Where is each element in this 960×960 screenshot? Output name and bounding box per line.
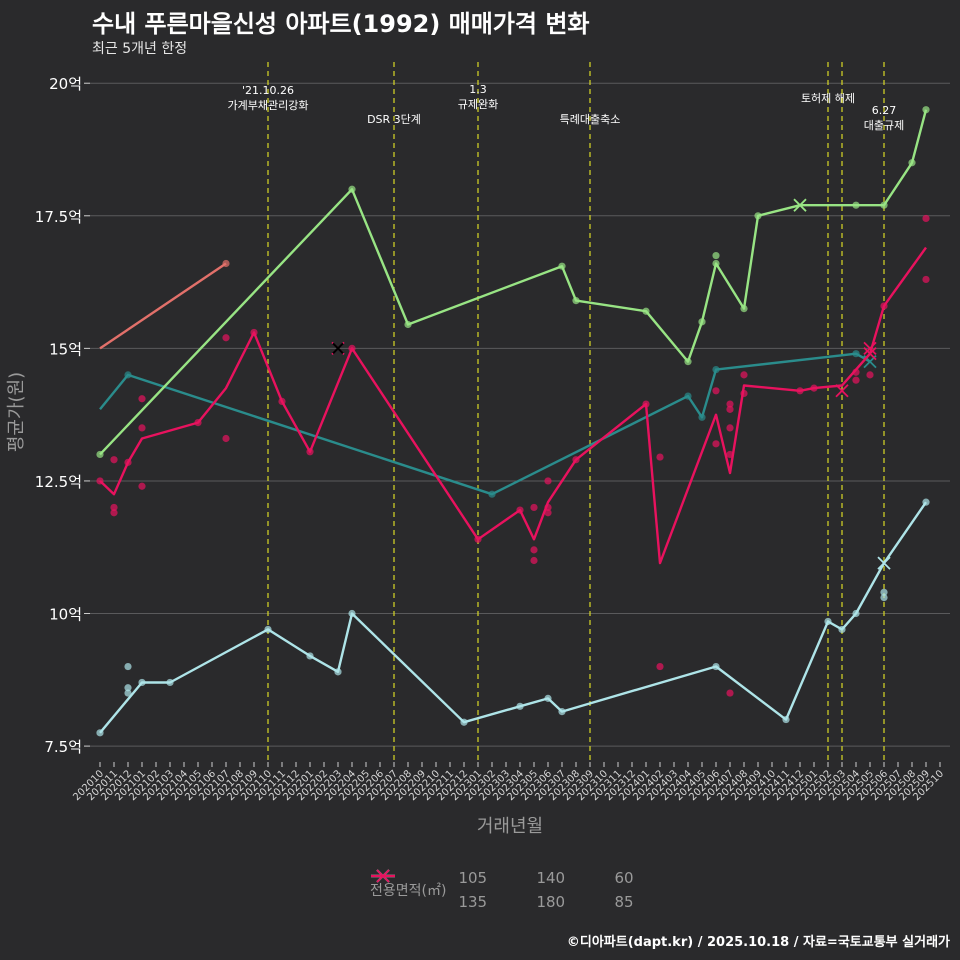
data-point — [222, 434, 230, 443]
axes: 7.5억10억12.5억15억17.5억20억20201020201120201… — [6, 75, 946, 837]
legend-item-60: 60 — [371, 866, 692, 890]
legend-item-135: 135 — [371, 869, 536, 914]
series-line — [99, 262, 227, 350]
y-tick-label: 7.5억 — [44, 738, 82, 756]
chart-title: 수내 푸른마을신성 아파트(1992) 매매가격 변화 — [92, 10, 590, 38]
gridlines — [90, 82, 950, 747]
data-point — [530, 546, 538, 554]
data-point — [110, 456, 118, 464]
data-point — [544, 509, 552, 517]
data-point — [922, 275, 930, 284]
y-tick-label: 20억 — [49, 75, 82, 93]
series-line — [99, 501, 927, 734]
cross-stroke — [835, 384, 849, 398]
chart-subtitle: 최근 5개년 한정 — [92, 41, 188, 57]
legend-item-140: 140 — [371, 866, 614, 890]
event-label: 6.27 — [872, 104, 897, 117]
data-point — [726, 689, 734, 697]
legend-item-85: 85 — [371, 869, 692, 914]
event-label: DSR 3단계 — [367, 113, 421, 126]
data-point — [530, 503, 538, 512]
data-point — [712, 251, 720, 260]
data-point — [852, 376, 860, 384]
series-60 — [96, 498, 930, 737]
data-point — [866, 371, 874, 379]
cross-marker — [863, 341, 877, 356]
x-axis-title: 거래년월 — [477, 816, 543, 837]
legend-entries: 105 140 60 135 180 85 — [371, 866, 692, 914]
cross-marker-dark — [332, 342, 344, 355]
cross-stroke — [863, 341, 877, 356]
event-label: 가계부채관리강화 — [228, 99, 309, 112]
cross-marker — [877, 556, 891, 570]
series-line — [99, 246, 927, 565]
data-point — [922, 214, 930, 223]
series-layer — [96, 106, 930, 737]
data-point — [110, 503, 118, 512]
series-line — [99, 109, 928, 456]
data-point — [740, 371, 748, 379]
cross-stroke — [793, 198, 807, 212]
cross-stroke — [877, 556, 891, 570]
legend-label: 60 — [614, 869, 634, 887]
data-point — [124, 684, 132, 692]
event-label: 특례대출축소 — [560, 113, 621, 126]
data-point — [726, 424, 734, 432]
data-point — [880, 588, 888, 596]
legend-label: 85 — [614, 893, 634, 911]
event-label: 토허제 해제 — [801, 91, 855, 105]
data-point — [138, 424, 146, 432]
data-point — [124, 662, 132, 671]
event-label: 1.3 — [469, 83, 487, 96]
data-point — [110, 509, 118, 517]
data-point — [726, 400, 734, 408]
cross-stroke — [863, 347, 877, 361]
y-axis-title: 평균가(원) — [6, 372, 27, 452]
series-135 — [96, 106, 930, 459]
series-85 — [96, 214, 930, 697]
series-line — [99, 352, 871, 496]
legend-label: 105 — [458, 869, 488, 887]
data-point — [656, 453, 664, 461]
legend-label: 140 — [536, 869, 566, 887]
data-point — [222, 334, 230, 342]
data-point — [712, 387, 720, 395]
data-point — [712, 440, 720, 448]
legend-label: 180 — [536, 893, 566, 911]
data-point — [138, 482, 146, 490]
y-tick-label: 10억 — [49, 606, 82, 624]
y-tick-label: 17.5억 — [35, 208, 82, 226]
legend-title: 전용면적(㎡) — [370, 883, 447, 899]
event-label: 대출규제 — [864, 119, 904, 132]
series-140 — [99, 259, 230, 350]
legend-key-icon — [371, 869, 395, 883]
series-105 — [99, 350, 877, 498]
credit-text: ©디아파트(dapt.kr) / 2025.10.18 / 자료=국토교통부 실… — [566, 935, 950, 950]
data-point — [138, 395, 146, 403]
data-point — [726, 405, 734, 413]
data-point — [656, 662, 664, 671]
legend: 전용면적(㎡) 105 140 60 135 180 85 — [370, 866, 692, 914]
data-point — [124, 689, 132, 697]
event-label: 규제완화 — [458, 98, 498, 111]
legend-label: 135 — [458, 893, 488, 911]
data-point — [544, 477, 552, 485]
event-label: '21.10.26 — [242, 84, 294, 97]
data-point — [880, 594, 888, 602]
y-tick-label: 15억 — [49, 340, 82, 358]
y-tick-label: 12.5억 — [35, 473, 82, 491]
data-point — [530, 556, 538, 565]
legend-item-105: 105 — [371, 866, 536, 890]
cross-marker — [793, 198, 807, 212]
cross-marker — [863, 347, 877, 361]
cross-marker — [835, 384, 849, 398]
legend-item-180: 180 — [371, 869, 614, 914]
